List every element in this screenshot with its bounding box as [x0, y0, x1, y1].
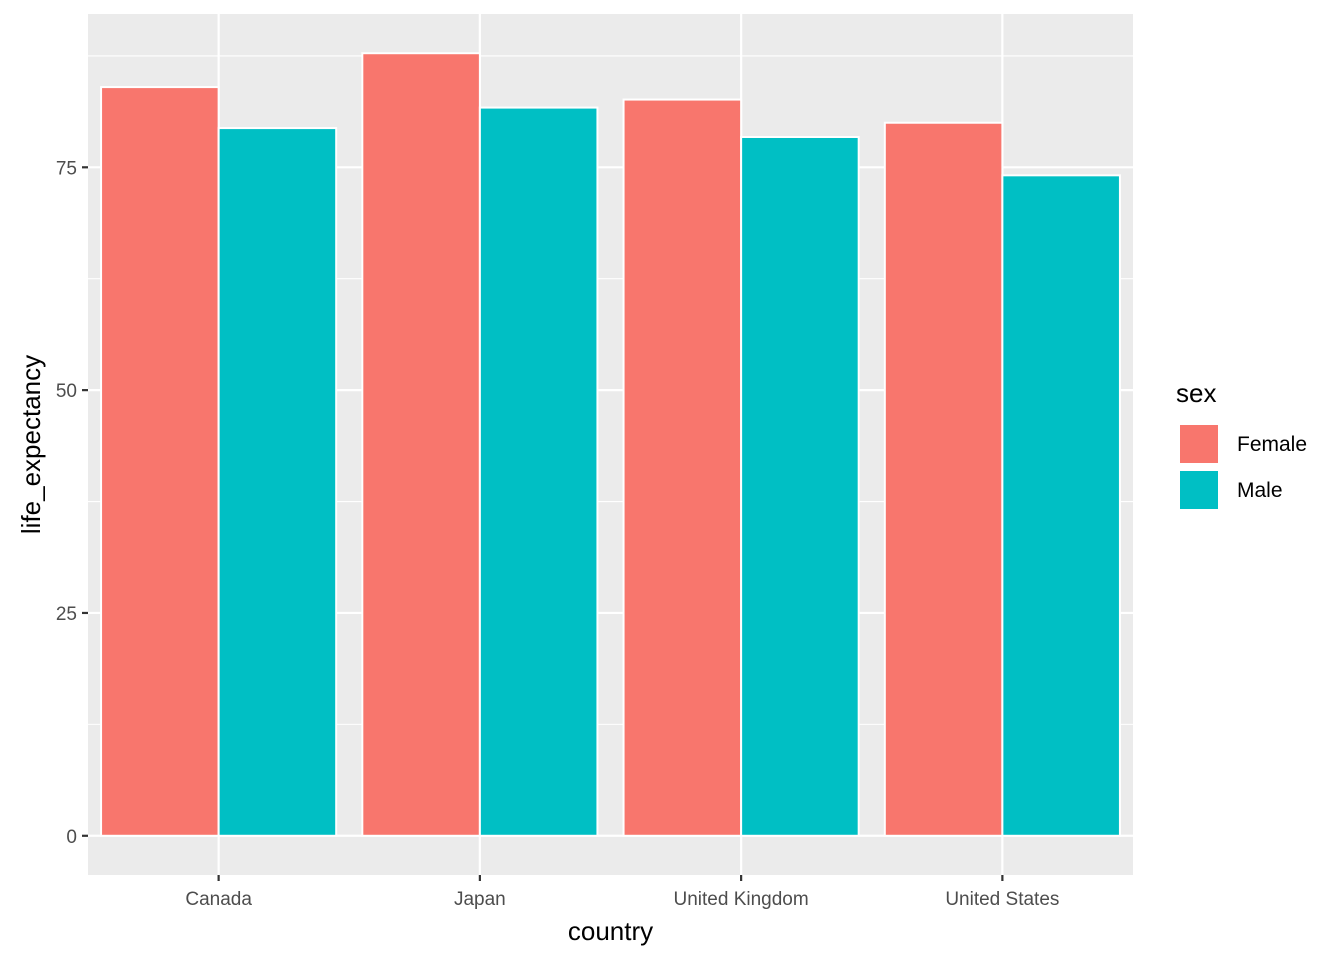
y-tick-label: 75	[56, 158, 77, 179]
y-axis: 0 25 50 75	[56, 158, 88, 848]
bar-male-united-states	[1001, 174, 1121, 837]
y-tick-label: 25	[56, 604, 77, 625]
x-axis-title: country	[568, 916, 653, 946]
x-tick-label: Japan	[454, 889, 506, 910]
legend-label-male: Male	[1237, 479, 1283, 502]
bar-male-japan	[478, 106, 599, 837]
x-tick-label: Canada	[185, 889, 252, 910]
bars	[100, 52, 1121, 837]
legend-title: sex	[1176, 378, 1216, 408]
legend-key-female	[1178, 423, 1220, 465]
y-tick-label: 50	[56, 381, 77, 402]
x-tick-label: United States	[945, 889, 1059, 910]
y-tick-label: 0	[66, 827, 77, 848]
x-axis: Canada Japan United Kingdom United States	[185, 875, 1059, 910]
bar-female-japan	[361, 52, 481, 837]
legend: sex Female Male	[1176, 378, 1307, 511]
bar-male-united-kingdom	[740, 136, 860, 837]
legend-key-male	[1178, 469, 1220, 511]
bar-female-united-states	[883, 121, 1004, 837]
y-axis-title: life_expectancy	[16, 355, 46, 534]
legend-items: Female Male	[1178, 423, 1307, 511]
bar-male-canada	[217, 127, 338, 837]
bar-female-canada	[100, 86, 220, 837]
x-tick-label: United Kingdom	[674, 889, 809, 910]
bar-female-united-kingdom	[622, 98, 743, 837]
legend-label-female: Female	[1237, 433, 1307, 456]
